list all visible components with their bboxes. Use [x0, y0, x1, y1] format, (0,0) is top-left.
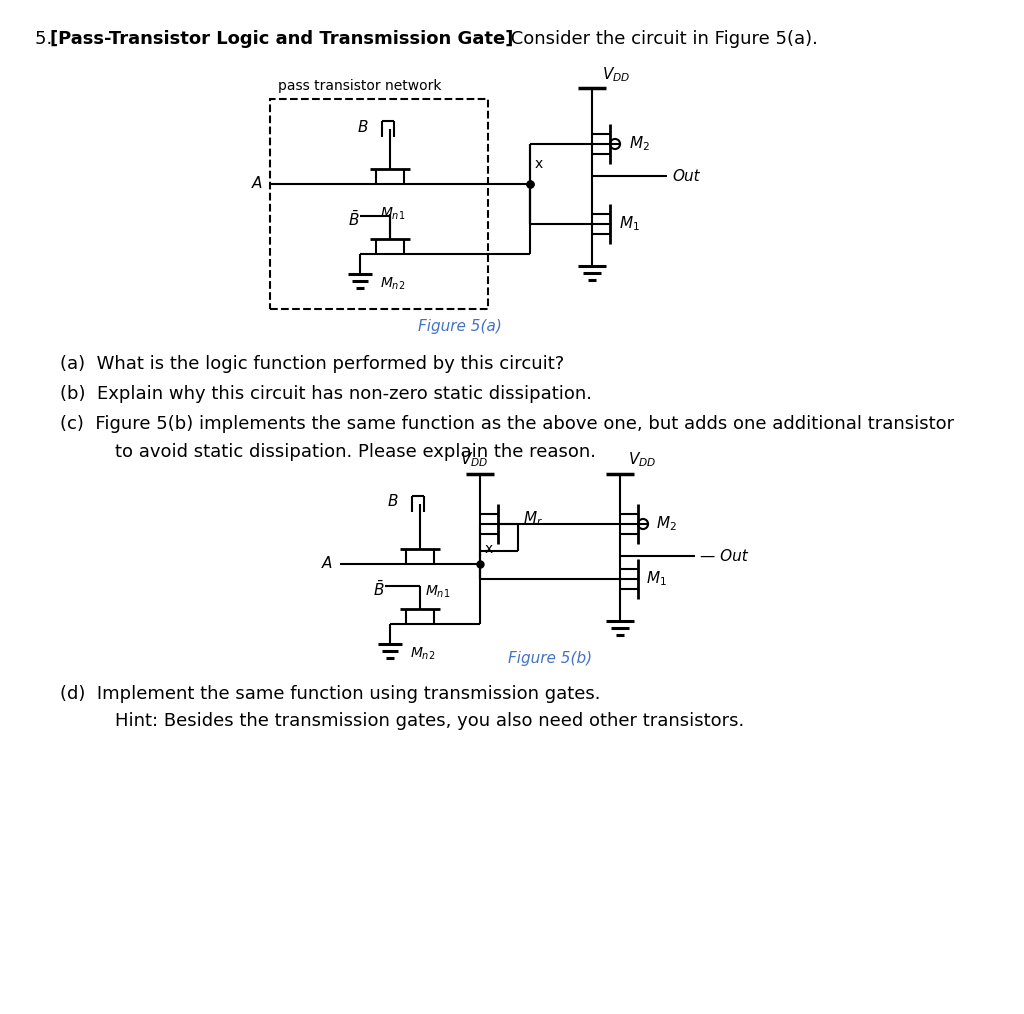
- Text: B: B: [357, 120, 368, 135]
- Text: to avoid static dissipation. Please explain the reason.: to avoid static dissipation. Please expl…: [115, 443, 596, 461]
- Text: $M_2$: $M_2$: [656, 515, 677, 533]
- Text: A: A: [252, 176, 262, 192]
- Text: Hint: Besides the transmission gates, you also need other transistors.: Hint: Besides the transmission gates, yo…: [115, 712, 744, 730]
- Text: — Out: — Out: [700, 549, 748, 564]
- Text: Consider the circuit in Figure 5(a).: Consider the circuit in Figure 5(a).: [505, 30, 818, 48]
- Text: $M_1$: $M_1$: [618, 215, 639, 233]
- Text: $M_2$: $M_2$: [629, 135, 649, 153]
- Text: $M_{n2}$: $M_{n2}$: [380, 276, 406, 292]
- Text: [Pass-Transistor Logic and Transmission Gate]: [Pass-Transistor Logic and Transmission …: [50, 30, 513, 48]
- Text: Figure 5(b): Figure 5(b): [508, 652, 592, 666]
- Text: $V_{DD}$: $V_{DD}$: [628, 450, 656, 469]
- Text: x: x: [485, 542, 494, 556]
- Text: (b)  Explain why this circuit has non-zero static dissipation.: (b) Explain why this circuit has non-zer…: [60, 385, 592, 403]
- Text: Figure 5(a): Figure 5(a): [418, 318, 502, 334]
- Text: (a)  What is the logic function performed by this circuit?: (a) What is the logic function performed…: [60, 355, 564, 373]
- Text: x: x: [535, 157, 544, 171]
- Text: B: B: [387, 495, 398, 509]
- Text: Out: Out: [672, 169, 699, 184]
- Text: $V_{DD}$: $V_{DD}$: [602, 65, 631, 84]
- Text: $\bar{B}$: $\bar{B}$: [374, 579, 385, 598]
- Text: $M_1$: $M_1$: [646, 570, 667, 588]
- Text: $M_{n1}$: $M_{n1}$: [380, 206, 406, 222]
- Text: pass transistor network: pass transistor network: [278, 79, 441, 93]
- Text: $M_{n2}$: $M_{n2}$: [410, 646, 435, 662]
- Text: $M_{n1}$: $M_{n1}$: [425, 584, 451, 600]
- Text: (c)  Figure 5(b) implements the same function as the above one, but adds one add: (c) Figure 5(b) implements the same func…: [60, 415, 954, 433]
- Text: (d)  Implement the same function using transmission gates.: (d) Implement the same function using tr…: [60, 685, 600, 703]
- Text: $M_r$: $M_r$: [523, 510, 543, 528]
- Text: $V_{DD}$: $V_{DD}$: [460, 450, 488, 469]
- Text: $\bar{B}$: $\bar{B}$: [348, 210, 360, 228]
- Text: 5.: 5.: [35, 30, 58, 48]
- Text: A: A: [322, 557, 332, 572]
